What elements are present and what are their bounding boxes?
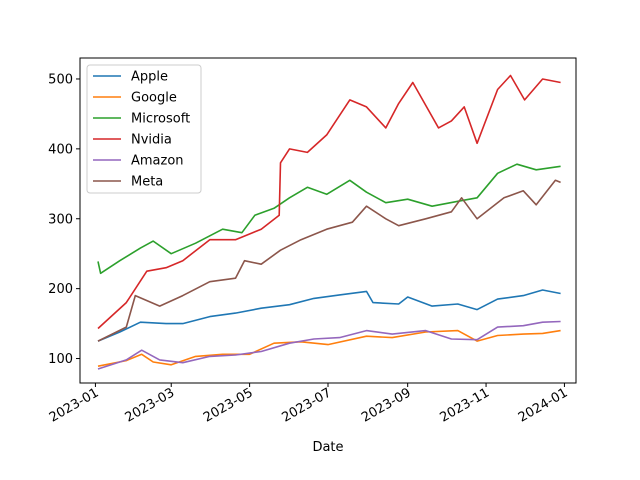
- x-tick-label: 2023-07: [279, 385, 334, 425]
- x-tick-label: 2023-09: [359, 385, 414, 425]
- x-axis: 2023-01 2023-03 2023-05 2023-07 2023-09 2023-…: [47, 383, 571, 426]
- legend-label-amazon: Amazon: [131, 154, 184, 169]
- series-line-meta: [97, 179, 561, 342]
- legend-label-nvidia: Nvidia: [131, 133, 172, 148]
- legend: Apple Google Microsoft Nvidia Amazon Meta: [86, 64, 202, 194]
- y-tick-label: 400: [48, 142, 73, 157]
- legend-label-google: Google: [131, 91, 177, 106]
- y-tick-label: 100: [48, 352, 73, 367]
- series-line-nvidia: [97, 74, 561, 330]
- series-line-apple: [97, 289, 561, 342]
- series-line-amazon: [97, 320, 561, 370]
- x-tick-label: 2023-05: [201, 385, 256, 425]
- x-tick-label: 2023-01: [47, 385, 102, 425]
- x-axis-label: Date: [312, 440, 343, 455]
- series-line-microsoft: [97, 163, 561, 275]
- y-tick-label: 300: [48, 212, 73, 227]
- series-layer: [97, 74, 561, 370]
- y-tick-label: 500: [48, 72, 73, 87]
- legend-label-apple: Apple: [131, 70, 168, 85]
- x-tick-label: 2023-03: [123, 385, 178, 425]
- legend-label-meta: Meta: [131, 175, 163, 190]
- y-tick-label: 200: [48, 282, 73, 297]
- y-axis: 100 200 300 400 500: [48, 72, 80, 367]
- x-tick-label: 2023-11: [438, 385, 493, 425]
- legend-label-microsoft: Microsoft: [131, 112, 190, 127]
- x-tick-label: 2024-01: [516, 385, 571, 425]
- series-line-google: [97, 329, 561, 367]
